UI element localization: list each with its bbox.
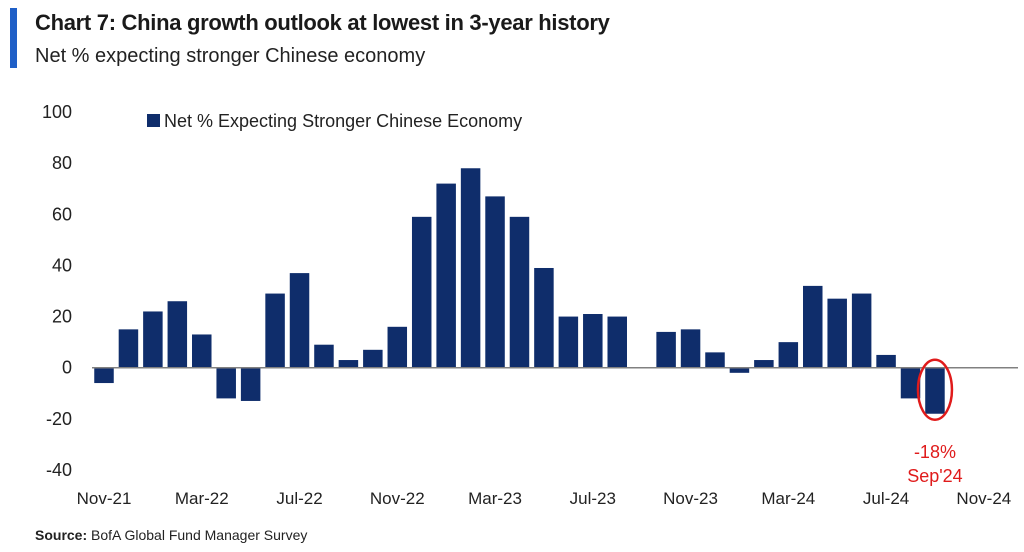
x-tick-label: Nov-22 <box>370 489 425 508</box>
y-tick-label: -40 <box>46 460 72 480</box>
bar <box>265 293 285 368</box>
source-note: Source: BofA Global Fund Manager Survey <box>35 527 307 543</box>
x-tick-label: Nov-24 <box>956 489 1011 508</box>
x-tick-label: Nov-23 <box>663 489 718 508</box>
bar <box>534 267 554 368</box>
y-tick-label: 80 <box>52 153 72 173</box>
annotation-value: -18% <box>914 442 956 462</box>
bar <box>754 360 774 368</box>
bar <box>460 168 481 368</box>
title-accent-bar <box>10 8 17 68</box>
bar <box>314 344 334 368</box>
bar <box>729 367 750 373</box>
highlight-circle <box>916 358 954 421</box>
bar <box>192 334 212 368</box>
bar <box>363 349 383 368</box>
y-tick-label: -20 <box>46 409 72 429</box>
bar <box>876 354 896 368</box>
bar <box>803 285 823 368</box>
y-tick-label: 20 <box>52 307 72 327</box>
x-tick-label: Mar-22 <box>175 489 229 508</box>
y-tick-label: 100 <box>42 102 72 122</box>
bar <box>900 367 921 399</box>
bar <box>289 273 310 368</box>
bar <box>94 367 114 384</box>
bar <box>411 216 432 368</box>
x-tick-label: Mar-24 <box>761 489 815 508</box>
bar <box>827 298 847 368</box>
legend-label: Net % Expecting Stronger Chinese Economy <box>164 111 522 131</box>
bar <box>509 216 530 368</box>
chart-title: Chart 7: China growth outlook at lowest … <box>35 10 610 35</box>
bar <box>558 316 579 368</box>
chart-subtitle: Net % expecting stronger Chinese economy <box>35 45 426 67</box>
y-tick-label: 40 <box>52 255 72 275</box>
bar <box>485 196 505 368</box>
annotation-date: Sep'24 <box>907 466 963 486</box>
bar <box>167 301 188 368</box>
bar <box>656 331 676 368</box>
bar <box>118 329 139 368</box>
bar <box>387 326 408 368</box>
bar <box>143 311 163 368</box>
bar <box>338 360 359 368</box>
bar <box>607 316 627 368</box>
x-tick-label: Nov-21 <box>77 489 132 508</box>
bar <box>778 342 799 368</box>
source-text: BofA Global Fund Manager Survey <box>91 527 308 543</box>
bar <box>583 314 603 368</box>
x-tick-label: Jul-23 <box>570 489 616 508</box>
x-tick-label: Mar-23 <box>468 489 522 508</box>
x-tick-label: Jul-24 <box>863 489 909 508</box>
bar <box>705 352 725 368</box>
source-label: Source: <box>35 527 88 543</box>
y-tick-label: 60 <box>52 204 72 224</box>
bar <box>240 367 261 401</box>
bar <box>851 293 872 368</box>
bar <box>680 329 701 368</box>
bar <box>216 367 236 399</box>
legend-swatch <box>147 114 160 127</box>
bar <box>436 183 456 368</box>
bar <box>925 367 945 414</box>
y-tick-label: 0 <box>62 358 72 378</box>
x-tick-label: Jul-22 <box>276 489 322 508</box>
